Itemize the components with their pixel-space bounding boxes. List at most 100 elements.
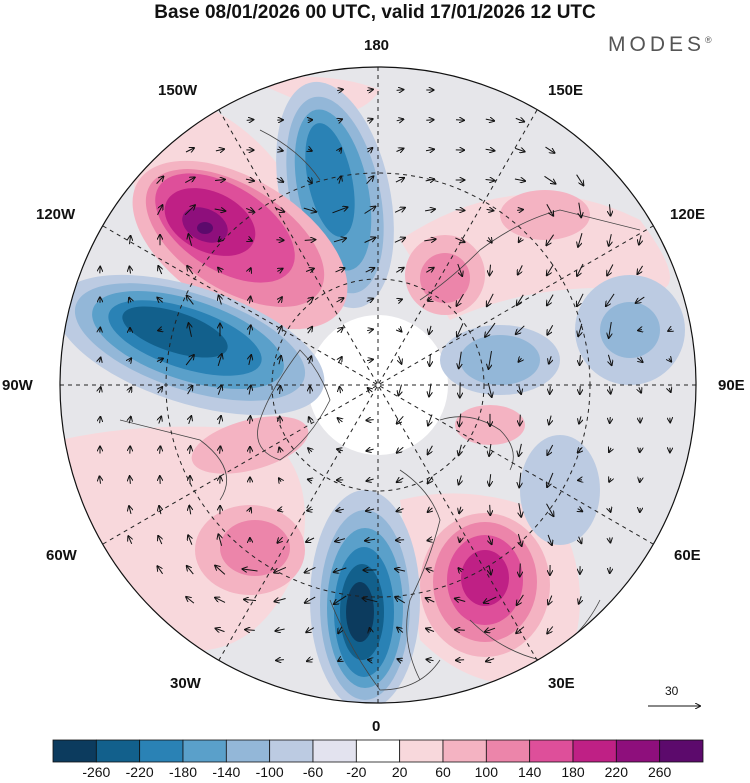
colorbar-swatch: [182, 739, 227, 763]
wind-vector: [609, 508, 610, 512]
wind-vector: [158, 329, 162, 330]
wind-vector: [515, 148, 524, 151]
wind-vector: [548, 534, 552, 545]
lon-label-60e: 60E: [674, 547, 701, 564]
wind-vector: [519, 358, 522, 362]
wind-vector: [516, 325, 525, 334]
wind-vector: [218, 268, 222, 273]
colorbar-swatch: [312, 739, 357, 763]
wind-vector: [280, 417, 281, 424]
wind-vector: [277, 269, 282, 272]
wind-vector: [130, 236, 131, 245]
wind-vector: [547, 264, 554, 276]
wind-vector: [245, 630, 255, 631]
wind-vector: [156, 176, 164, 184]
wind-vector: [157, 205, 163, 216]
wind-vector: [639, 387, 641, 392]
wind-vector: [428, 476, 433, 484]
wind-vector: [185, 177, 194, 184]
wind-vector: [578, 480, 582, 481]
wind-vector: [517, 594, 524, 605]
wind-vector: [306, 298, 313, 303]
wind-vector: [397, 509, 404, 512]
wind-vector: [426, 268, 433, 273]
wind-vector: [486, 659, 495, 662]
colorbar-tick-label: -100: [255, 764, 284, 780]
wind-vector: [485, 322, 496, 337]
colorbar-tick-label: 100: [474, 764, 499, 780]
wind-vector: [485, 628, 496, 632]
wind-vector: [520, 563, 521, 577]
wind-vector: [577, 263, 584, 276]
wind-vector: [459, 506, 461, 514]
wind-vector: [246, 120, 254, 121]
wind-vector: [338, 659, 342, 661]
wind-vector: [366, 420, 374, 421]
colorbar-tick-label: -60: [302, 764, 324, 780]
wind-vector: [368, 388, 373, 392]
wind-vector: [394, 208, 405, 213]
wind-vector: [187, 566, 194, 575]
wind-vector: [578, 447, 583, 452]
wind-vector: [518, 265, 523, 274]
wind-vector: [547, 444, 554, 455]
wind-vector: [333, 238, 346, 242]
wind-vector: [455, 210, 465, 211]
wind-vector: [424, 239, 435, 241]
wind-vector: [218, 534, 221, 546]
wind-vector: [274, 566, 287, 572]
wind-vector: [399, 328, 402, 331]
wind-vector: [366, 449, 374, 451]
wind-vector: [546, 234, 555, 246]
negative-anomaly-canada: [60, 274, 325, 416]
wind-vector: [609, 386, 610, 393]
modes-logo: MODES®: [608, 33, 712, 57]
wind-vector: [279, 478, 281, 481]
wind-vector: [129, 506, 131, 515]
wind-vector: [607, 264, 614, 276]
wind-vector: [428, 299, 432, 301]
wind-vector: [366, 89, 373, 90]
wind-vector: [396, 149, 404, 152]
wind-vector: [189, 416, 192, 425]
wind-vector: [609, 234, 612, 246]
wind-vector: [519, 472, 521, 488]
wind-vector: [219, 239, 222, 242]
wind-vector: [397, 628, 404, 633]
wind-vector: [515, 118, 524, 121]
wind-vector: [397, 478, 404, 482]
colorbar-swatch: [615, 739, 661, 763]
wind-vector: [519, 443, 522, 456]
colorbar-swatch: [529, 739, 574, 763]
wind-vector: [637, 265, 644, 274]
wind-vector: [547, 294, 554, 306]
wind-vector: [425, 149, 434, 150]
wind-vector: [339, 148, 341, 151]
wind-vector: [610, 566, 611, 573]
wind-vector: [428, 445, 433, 455]
wind-vector: [430, 353, 431, 366]
negative-anomaly-atlantic: [310, 490, 420, 703]
wind-vector: [394, 238, 405, 243]
wind-vector: [398, 299, 402, 300]
wind-vector: [334, 595, 347, 604]
wind-vector: [337, 89, 343, 90]
wind-vector: [455, 120, 464, 121]
wind-vector: [578, 233, 583, 247]
wind-vector: [669, 388, 670, 392]
wind-vector: [187, 386, 193, 395]
wind-vector: [160, 446, 161, 454]
wind-vector: [309, 417, 311, 423]
colorbar-tick-label: -180: [168, 764, 198, 780]
wind-vector: [460, 538, 461, 542]
wind-vector: [100, 328, 101, 333]
wind-vector: [579, 536, 582, 544]
wind-vector: [427, 569, 434, 572]
wind-vector: [550, 386, 551, 394]
wind-vector: [485, 149, 495, 150]
map-boundary: [59, 66, 697, 704]
wind-vector: [335, 539, 346, 542]
wind-vector: [305, 566, 316, 572]
wind-vector: [608, 354, 611, 365]
wind-vector: [484, 596, 497, 603]
